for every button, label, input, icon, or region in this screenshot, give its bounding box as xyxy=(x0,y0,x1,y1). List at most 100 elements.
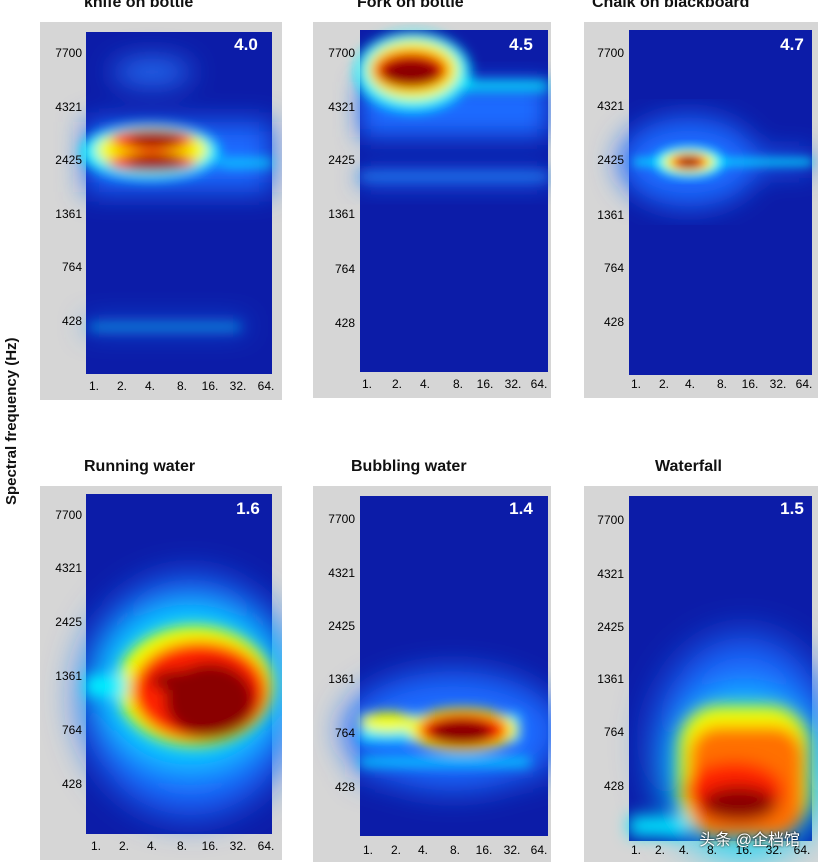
heatmap-core xyxy=(80,124,272,329)
y-tick-label: 7700 xyxy=(597,513,624,527)
heatmap-core xyxy=(629,706,809,836)
x-tick-label: 8. xyxy=(707,843,717,857)
y-tick-label: 2425 xyxy=(328,153,355,167)
x-tick-label: 64. xyxy=(258,379,275,393)
y-tick-label: 4321 xyxy=(55,100,82,114)
x-tick-label: 32. xyxy=(230,379,247,393)
x-tick-label: 64. xyxy=(531,843,548,857)
index-value: 1.4 xyxy=(509,499,533,518)
x-tick-label: 2. xyxy=(655,843,665,857)
x-tick-label: 16. xyxy=(742,377,759,391)
x-tick-label: 16. xyxy=(202,379,219,393)
heatmap-chalk-on-blackboard: 4.7 7700 4321 2425 1361 764 428 1. 2. 4.… xyxy=(597,30,812,391)
y-tick-label: 1361 xyxy=(55,207,82,221)
heatmap-core xyxy=(355,32,548,179)
heatmap-running-water: 1.6 7700 4321 2425 1361 764 428 1. 2. 4.… xyxy=(55,494,300,853)
y-tick-label: 764 xyxy=(62,723,82,737)
x-tick-label: 1. xyxy=(363,843,373,857)
x-tick-label: 16. xyxy=(477,377,494,391)
x-tick-label: 16. xyxy=(476,843,493,857)
x-tick-label: 1. xyxy=(91,839,101,853)
heatmap-knife-on-bottle: 4.0 7700 4321 2425 1361 764 428 1. 2. 4.… xyxy=(55,32,275,393)
y-tick-label: 1361 xyxy=(597,672,624,686)
x-tick-label: 64. xyxy=(258,839,275,853)
x-tick-label: 16. xyxy=(736,843,753,857)
y-tick-labels: 7700 4321 2425 1361 764 428 xyxy=(328,512,355,794)
y-tick-label: 7700 xyxy=(597,46,624,60)
heatmap-core xyxy=(86,626,273,746)
x-tick-label: 8. xyxy=(177,839,187,853)
y-tick-label: 428 xyxy=(604,779,624,793)
index-value: 4.7 xyxy=(780,35,804,54)
y-tick-label: 7700 xyxy=(328,46,355,60)
x-tick-label: 32. xyxy=(770,377,787,391)
index-value: 1.6 xyxy=(236,499,260,518)
y-tick-label: 428 xyxy=(335,316,355,330)
x-tick-label: 32. xyxy=(504,843,521,857)
x-tick-label: 2. xyxy=(659,377,669,391)
y-tick-labels: 7700 4321 2425 1361 764 428 xyxy=(597,513,624,793)
y-tick-label: 764 xyxy=(604,261,624,275)
y-tick-labels: 7700 4321 2425 1361 764 428 xyxy=(55,46,82,328)
watermark: 头条 @企档馆 xyxy=(699,832,800,849)
y-tick-labels: 7700 4321 2425 1361 764 428 xyxy=(55,508,82,791)
x-tick-label: 1. xyxy=(631,377,641,391)
y-tick-label: 764 xyxy=(604,725,624,739)
y-tick-label: 428 xyxy=(335,780,355,794)
x-tick-label: 64. xyxy=(531,377,548,391)
y-tick-label: 4321 xyxy=(597,99,624,113)
panel-title-chalk-on-blackboard: Chalk on blackboard xyxy=(592,0,750,11)
y-tick-label: 764 xyxy=(335,726,355,740)
x-tick-labels: 1. 2. 4. 8. 16. 32. 64. xyxy=(631,377,812,391)
panel-title-fork-on-bottle: Fork on bottle xyxy=(357,0,464,11)
heatmap-core xyxy=(360,708,530,766)
heatmap-bubbling-water: 1.4 7700 4321 2425 1361 764 428 1. 2. 4.… xyxy=(328,496,563,857)
panel-waterfall: 1.5 7700 4321 2425 1361 764 428 1. 2. 4.… xyxy=(584,486,820,862)
x-tick-label: 8. xyxy=(717,377,727,391)
x-tick-label: 8. xyxy=(177,379,187,393)
panel-title-bubbling-water: Bubbling water xyxy=(351,458,467,475)
x-tick-label: 16. xyxy=(202,839,219,853)
y-tick-label: 7700 xyxy=(55,46,82,60)
y-tick-label: 4321 xyxy=(597,567,624,581)
global-y-axis-label: Spectral frequency (Hz) xyxy=(3,337,20,505)
x-tick-label: 4. xyxy=(420,377,430,391)
heatmap-core xyxy=(634,146,812,178)
x-tick-label: 4. xyxy=(145,379,155,393)
x-tick-label: 32. xyxy=(766,843,783,857)
x-tick-label: 32. xyxy=(505,377,522,391)
x-tick-label: 4. xyxy=(418,843,428,857)
y-tick-label: 2425 xyxy=(597,620,624,634)
y-tick-label: 428 xyxy=(62,777,82,791)
y-tick-label: 7700 xyxy=(55,508,82,522)
y-tick-label: 764 xyxy=(335,262,355,276)
x-tick-label: 4. xyxy=(685,377,695,391)
y-tick-label: 1361 xyxy=(597,208,624,222)
y-tick-labels: 7700 4321 2425 1361 764 428 xyxy=(328,46,355,330)
x-tick-label: 4. xyxy=(679,843,689,857)
x-tick-label: 64. xyxy=(796,377,813,391)
y-tick-label: 2425 xyxy=(55,615,82,629)
y-tick-label: 428 xyxy=(604,315,624,329)
panel-title-knife-on-bottle: knife on bottle xyxy=(84,0,194,11)
y-tick-label: 1361 xyxy=(328,672,355,686)
x-tick-label: 1. xyxy=(89,379,99,393)
x-tick-label: 32. xyxy=(230,839,247,853)
heatmap-fork-on-bottle: 4.5 7700 4321 2425 1361 764 428 1. 2. 4.… xyxy=(328,30,548,391)
x-tick-label: 1. xyxy=(631,843,641,857)
panel-chalk-on-blackboard: 4.7 7700 4321 2425 1361 764 428 1. 2. 4.… xyxy=(584,22,818,398)
y-tick-label: 2425 xyxy=(328,619,355,633)
panel-fork-on-bottle: 4.5 7700 4321 2425 1361 764 428 1. 2. 4.… xyxy=(313,22,551,398)
y-tick-label: 2425 xyxy=(55,153,82,167)
x-tick-label: 8. xyxy=(453,377,463,391)
y-tick-label: 1361 xyxy=(328,207,355,221)
x-tick-label: 2. xyxy=(117,379,127,393)
index-value: 4.0 xyxy=(234,35,258,54)
heatmap-waterfall: 1.5 7700 4321 2425 1361 764 428 1. 2. 4.… xyxy=(597,496,820,857)
x-tick-label: 2. xyxy=(391,843,401,857)
plot-area xyxy=(629,30,812,375)
x-tick-label: 8. xyxy=(450,843,460,857)
x-tick-label: 1. xyxy=(362,377,372,391)
y-tick-label: 1361 xyxy=(55,669,82,683)
x-tick-label: 64. xyxy=(794,843,811,857)
